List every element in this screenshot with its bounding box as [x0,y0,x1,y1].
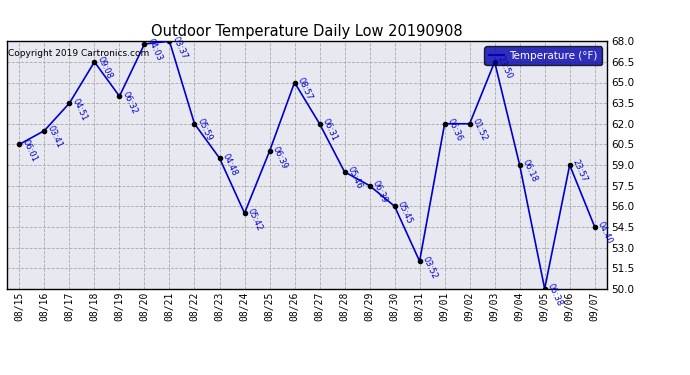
Text: 05:42: 05:42 [246,207,264,232]
Text: 06:39: 06:39 [371,179,389,205]
Text: 03:37: 03:37 [170,35,189,60]
Text: 06:36: 06:36 [446,117,464,143]
Text: 06:31: 06:31 [321,117,339,143]
Text: 01:52: 01:52 [471,117,489,142]
Text: 04:03: 04:03 [146,38,164,63]
Text: 23:50: 23:50 [496,56,514,81]
Text: 06:32: 06:32 [121,90,139,115]
Title: Outdoor Temperature Daily Low 20190908: Outdoor Temperature Daily Low 20190908 [151,24,463,39]
Text: Copyright 2019 Cartronics.com: Copyright 2019 Cartronics.com [8,49,149,58]
Legend: Temperature (°F): Temperature (°F) [484,46,602,65]
Text: 08:57: 08:57 [296,76,314,102]
Text: 05:46: 05:46 [346,165,364,191]
Text: 06:01: 06:01 [21,138,39,163]
Text: 06:38: 06:38 [546,282,564,308]
Text: 04:48: 04:48 [221,152,239,177]
Text: 06:39: 06:39 [270,145,289,170]
Text: 04:40: 04:40 [596,220,614,246]
Text: 04:51: 04:51 [70,97,89,122]
Text: 23:57: 23:57 [571,159,589,184]
Text: 05:45: 05:45 [396,200,414,225]
Text: 03:41: 03:41 [46,124,64,150]
Text: 09:08: 09:08 [96,56,114,81]
Text: 05:59: 05:59 [196,117,214,142]
Text: 03:52: 03:52 [421,255,439,280]
Text: 06:18: 06:18 [521,159,539,184]
